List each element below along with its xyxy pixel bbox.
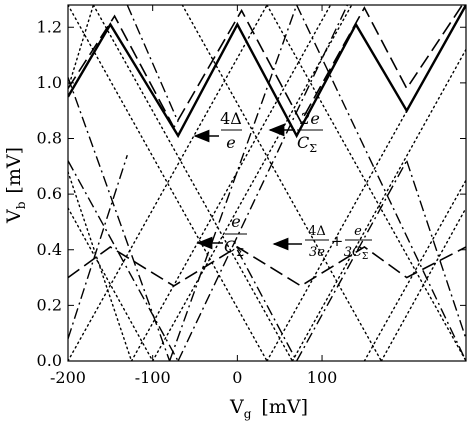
series-dashed-line: [68, 5, 464, 130]
y-tick-label: 1.0: [37, 73, 62, 92]
series-dashdot-line: [68, 154, 128, 339]
series-dotted-line: [291, 48, 466, 361]
annotation-numerator-2: e: [354, 224, 362, 239]
annotation-denominator-1: 3e: [309, 245, 325, 260]
series-dotted-line: [68, 5, 268, 361]
y-tick-label: 0.8: [37, 129, 62, 148]
series-dotted-line: [68, 5, 95, 90]
series-dotted-line: [130, 5, 332, 361]
tick-layer: -200 -100 0 100 0.0 0.2 0.4 0.6 0.8 1.0 1.2: [37, 5, 466, 387]
y-tick-label: 1.2: [37, 17, 62, 36]
series-dotted-line: [266, 5, 466, 361]
series-dotted-line: [68, 5, 268, 361]
annotation-numerator: e: [231, 212, 240, 231]
y-tick-label: 0.6: [37, 184, 62, 203]
y-tick-label: 0.2: [37, 295, 62, 314]
series-dashed-line: [68, 246, 466, 287]
annotation-2e-over-c-sigma: 2e CΣ: [268, 109, 323, 155]
x-tick-label: -100: [135, 368, 171, 387]
annotation-plus: +: [331, 232, 344, 250]
series-dotted-line: [380, 207, 466, 361]
series-dotted-line: [266, 5, 466, 361]
series-dashdot-line: [236, 249, 298, 361]
series-layer: [68, 5, 466, 361]
y-axis-label: Vb[mV]: [3, 147, 28, 224]
annotation-denominator: CΣ: [297, 133, 317, 155]
annotation-e-over-c-sigma: e CΣ: [196, 212, 247, 259]
annotation-4delta-over-e: 4Δ e: [193, 109, 242, 152]
series-dashdot-line: [296, 5, 466, 361]
y-tick-label: 0.4: [37, 240, 62, 259]
annotation-numerator: 4Δ: [220, 109, 242, 128]
series-dotted-line: [151, 5, 353, 361]
series-dashdot-line: [168, 5, 298, 361]
annotation-denominator: CΣ: [224, 237, 244, 259]
series-dashdot-line: [296, 160, 408, 361]
series-dotted-line: [92, 5, 294, 361]
series-dashdot-line: [406, 160, 466, 339]
x-tick-label: -200: [50, 368, 86, 387]
plot-frame: [67, 4, 467, 362]
y-tick-label: 0.0: [37, 351, 62, 370]
series-dotted-line: [68, 171, 133, 361]
series-dashdot-line: [68, 160, 179, 361]
x-tick-label: 0: [232, 368, 242, 387]
annotation-combined-fraction: 4Δ 3e + e 3CΣ: [272, 224, 372, 262]
x-tick-label: 100: [307, 368, 338, 387]
series-dashdot-line: [68, 77, 171, 361]
series-dashdot-line: [126, 5, 179, 123]
annotation-denominator: e: [226, 133, 235, 152]
series-solid-line: [68, 5, 466, 139]
series-dotted-line: [181, 5, 383, 361]
annotation-denominator-2: 3CΣ: [344, 245, 369, 262]
series-dotted-line: [363, 179, 466, 361]
annotation-numerator-1: 4Δ: [308, 224, 326, 239]
x-axis-label: Vg [mV]: [229, 396, 308, 421]
annotation-numerator: 2e: [299, 109, 320, 128]
series-dotted-line: [68, 207, 154, 361]
series-dashdot-line: [177, 5, 349, 361]
